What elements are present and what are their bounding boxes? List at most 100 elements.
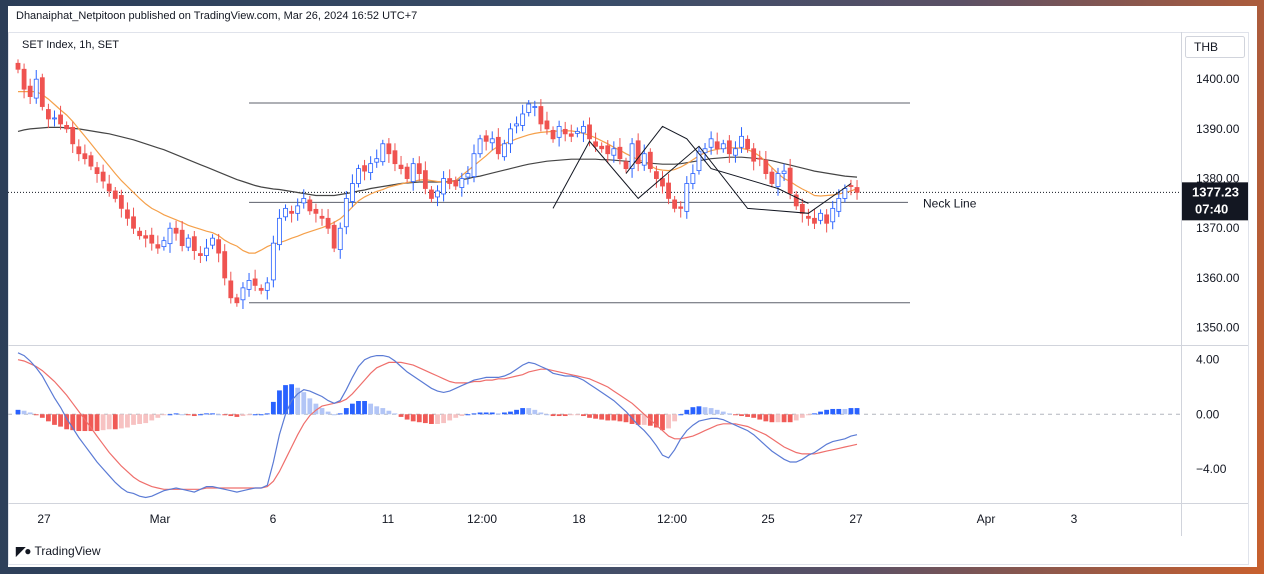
histogram-bar xyxy=(246,414,252,416)
histogram-bar xyxy=(270,401,276,415)
candle-up xyxy=(441,178,447,195)
candle-up xyxy=(301,198,307,204)
candle-up xyxy=(690,173,696,184)
candle-up xyxy=(465,173,471,178)
candle-down xyxy=(155,244,161,249)
candle-down xyxy=(799,203,805,214)
currency-box xyxy=(1185,36,1245,58)
currency-label: THB xyxy=(1194,40,1218,54)
neck-line-label: Neck Line xyxy=(923,196,977,210)
candle-up xyxy=(368,163,374,174)
histogram-bar xyxy=(453,414,459,418)
histogram-bar xyxy=(58,414,63,427)
histogram-bar xyxy=(191,414,197,417)
candle-down xyxy=(793,194,799,207)
candle-down xyxy=(307,199,313,212)
histogram-bar xyxy=(125,414,130,428)
histogram-bar xyxy=(398,414,404,417)
price-tick-label: 1390.00 xyxy=(1196,122,1240,136)
histogram-bar xyxy=(21,410,27,415)
histogram-bar xyxy=(635,414,641,425)
histogram-bar xyxy=(775,414,781,423)
histogram-bar xyxy=(173,413,179,415)
candle-down xyxy=(787,167,793,194)
histogram-bar xyxy=(447,414,453,421)
histogram-bar xyxy=(690,407,696,415)
candle-down xyxy=(258,287,264,291)
ma-fast-line xyxy=(18,90,858,254)
candle-down xyxy=(173,227,179,234)
histogram-bar xyxy=(118,414,124,429)
candle-down xyxy=(112,190,118,199)
histogram-bar xyxy=(112,414,118,430)
candle-down xyxy=(319,215,325,219)
histogram-bar xyxy=(167,414,173,416)
histogram-bar xyxy=(495,413,501,415)
macd-tick-label: 4.00 xyxy=(1196,353,1220,367)
time-tick-label: 6 xyxy=(270,512,277,526)
candle-down xyxy=(593,141,598,147)
candle-up xyxy=(349,183,355,202)
histogram-bar xyxy=(198,414,203,416)
candle-up xyxy=(343,198,349,228)
histogram-bar xyxy=(82,414,88,432)
candle-up xyxy=(629,143,635,170)
chart-svg[interactable]: SET Index, 1h, SET THB 1400.00 1390.00 1380.… xyxy=(8,6,1257,567)
macd-tick-label: −4.00 xyxy=(1196,462,1227,476)
histogram-bar xyxy=(240,414,246,417)
candle-up xyxy=(477,138,483,155)
candle-down xyxy=(325,217,331,229)
histogram-bar xyxy=(386,410,392,415)
candle-down xyxy=(197,253,203,256)
candle-down xyxy=(854,187,860,193)
histogram-bar xyxy=(824,409,830,415)
candle-down xyxy=(447,178,453,184)
histogram-bar xyxy=(672,414,678,422)
pattern-line xyxy=(552,140,852,214)
histogram-bar xyxy=(289,384,294,415)
histogram-bar xyxy=(380,408,386,415)
histogram-bar xyxy=(404,414,410,420)
candle-up xyxy=(526,103,532,113)
histogram-bar xyxy=(161,414,167,416)
tradingview-brand[interactable]: ◤● TradingView xyxy=(16,544,101,558)
histogram-bar xyxy=(331,414,337,416)
candle-down xyxy=(94,167,100,174)
histogram-bar xyxy=(848,408,854,415)
histogram-bar xyxy=(502,412,507,415)
histogram-bar xyxy=(514,409,519,415)
histogram-bar xyxy=(319,408,325,415)
histogram-bar xyxy=(368,403,374,415)
candle-down xyxy=(654,171,659,179)
histogram-bar xyxy=(410,414,416,422)
histogram-bar xyxy=(599,414,605,420)
candle-up xyxy=(520,113,526,126)
histogram-bar xyxy=(27,412,33,415)
candle-down xyxy=(106,183,112,192)
histogram-bar xyxy=(787,414,793,423)
candle-up xyxy=(283,207,288,218)
histogram-bar xyxy=(708,408,714,415)
candle-up xyxy=(611,148,617,156)
candle-down xyxy=(617,146,623,160)
histogram-bar xyxy=(100,414,106,431)
candle-down xyxy=(70,126,76,145)
candle-up xyxy=(161,240,167,248)
histogram-bar xyxy=(556,414,562,417)
histogram-bar xyxy=(587,414,592,418)
published-caption: Dhanaiphat_Netpitoon published on Tradin… xyxy=(16,10,418,22)
histogram-bar xyxy=(684,409,690,415)
current-price-label: 1377.23 xyxy=(1192,184,1239,199)
candle-down xyxy=(763,159,769,174)
candle-up xyxy=(641,153,647,166)
candle-down xyxy=(751,148,757,162)
candle-down xyxy=(806,215,811,219)
candle-down xyxy=(143,235,149,239)
candle-up xyxy=(556,125,562,138)
histogram-bar xyxy=(793,414,799,421)
candle-down xyxy=(228,280,234,299)
candle-up xyxy=(264,282,270,291)
candle-down xyxy=(46,109,51,120)
histogram-bar xyxy=(714,409,720,415)
candle-down xyxy=(88,155,94,167)
